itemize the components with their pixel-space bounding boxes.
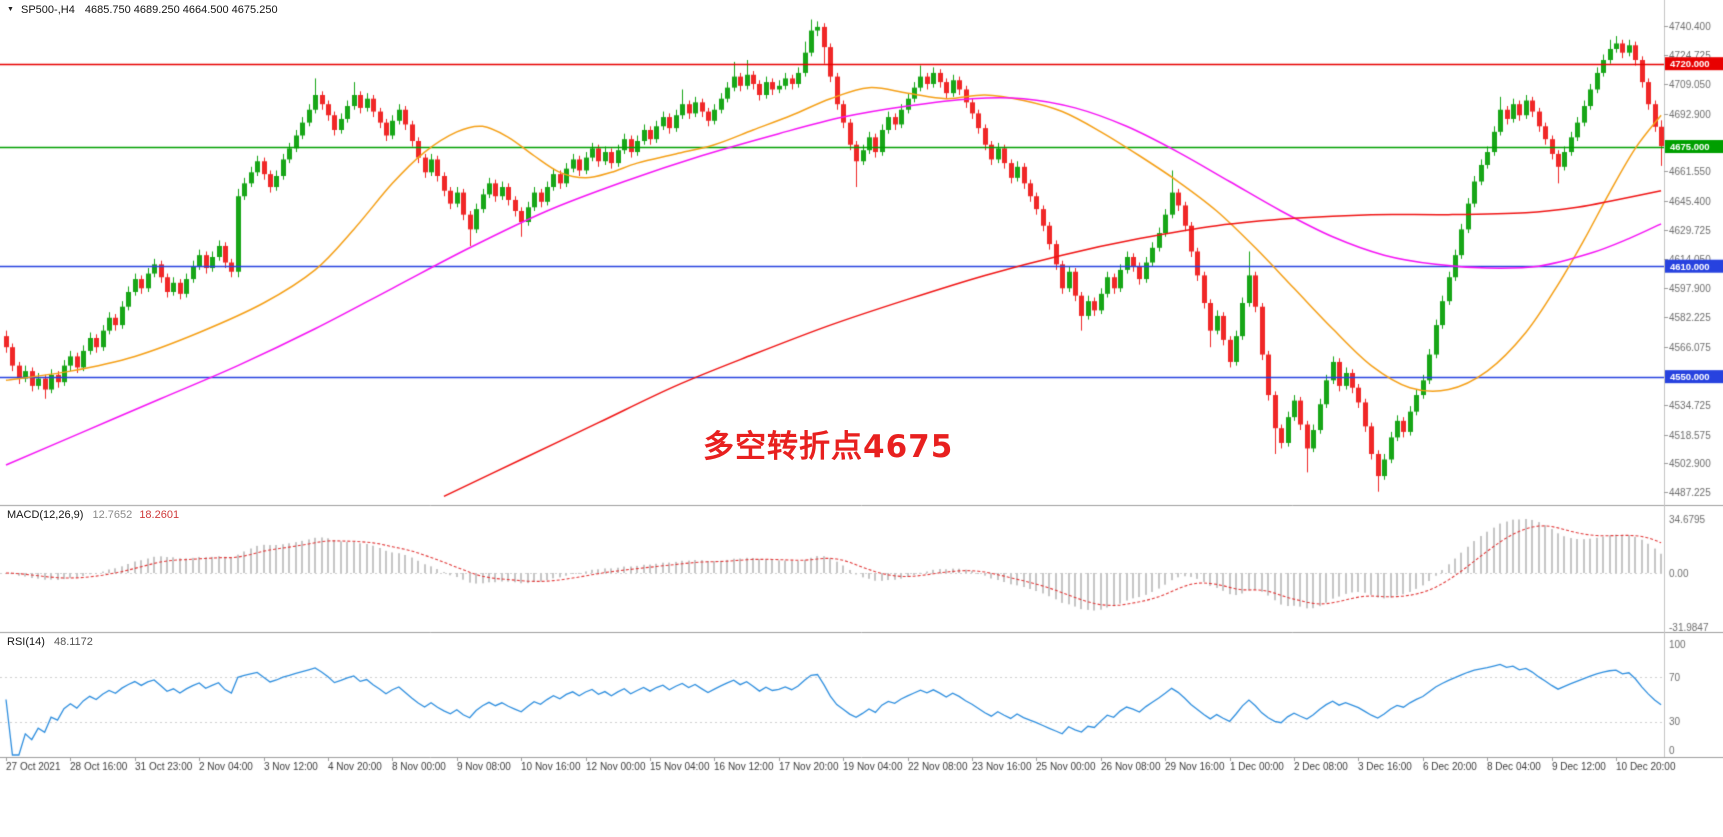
price-chart-canvas[interactable] [0, 0, 1723, 775]
macd-main-value: 12.7652 [92, 509, 133, 521]
symbol-dropdown-icon[interactable]: ▼ [7, 6, 14, 13]
macd-title-text: MACD(12,26,9) [7, 509, 84, 521]
chart-annotation-text: 多空转折点4675 [703, 429, 954, 465]
macd-signal-value: 18.2601 [139, 509, 180, 521]
rsi-panel-title: RSI(14) 48.1172 [7, 636, 93, 648]
macd-panel-title: MACD(12,26,9) 12.7652 18.2601 [7, 509, 179, 521]
rsi-value: 48.1172 [53, 636, 93, 648]
symbol-timeframe-label: SP500-,H4 [21, 4, 75, 16]
chart-title-bar: ▼ SP500-,H4 4685.750 4689.250 4664.500 4… [7, 4, 278, 16]
ohlc-values-label: 4685.750 4689.250 4664.500 4675.250 [84, 4, 278, 16]
rsi-title-text: RSI(14) [7, 636, 45, 648]
